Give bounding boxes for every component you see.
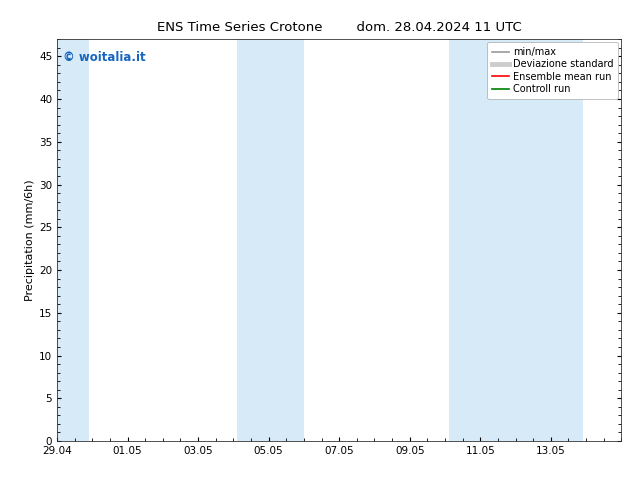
Title: ENS Time Series Crotone        dom. 28.04.2024 11 UTC: ENS Time Series Crotone dom. 28.04.2024 … [157, 21, 522, 34]
Legend: min/max, Deviazione standard, Ensemble mean run, Controll run: min/max, Deviazione standard, Ensemble m… [487, 42, 618, 99]
Bar [57, 39, 89, 441]
Bar [448, 39, 481, 441]
Bar [481, 39, 583, 441]
Text: © woitalia.it: © woitalia.it [63, 51, 145, 64]
Y-axis label: Precipitation (mm/6h): Precipitation (mm/6h) [25, 179, 35, 301]
Bar [237, 39, 304, 441]
